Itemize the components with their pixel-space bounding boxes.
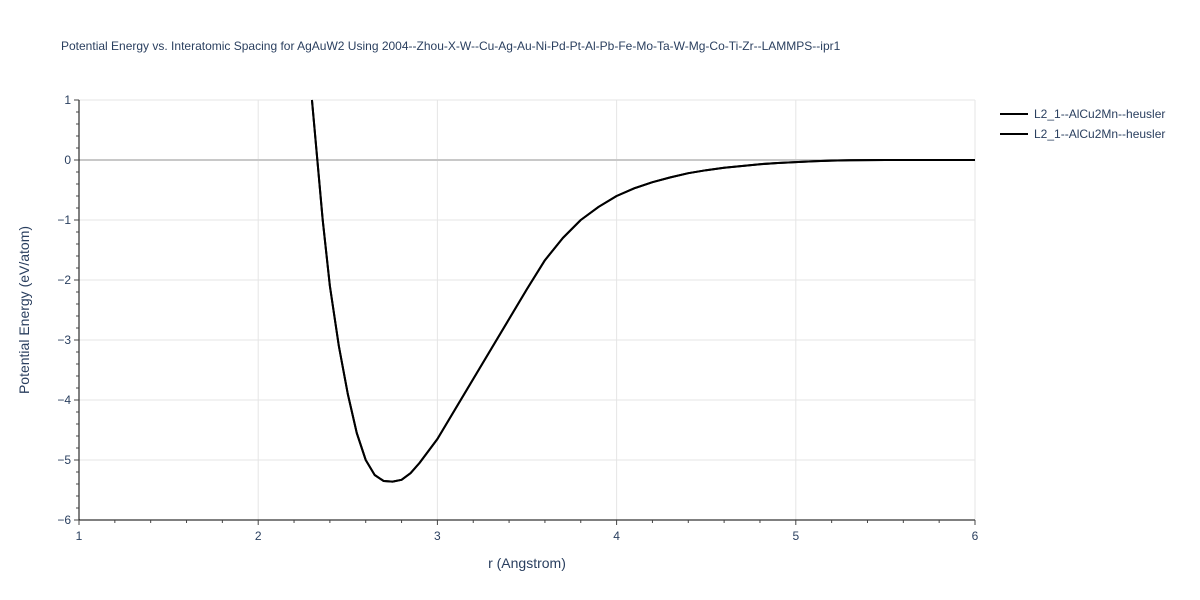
x-axis-title: r (Angstrom) <box>488 555 566 571</box>
y-tick-label: −2 <box>57 273 71 287</box>
y-tick-label: 0 <box>64 153 71 167</box>
plot-area <box>74 99 976 525</box>
x-tick-label: 5 <box>792 529 799 543</box>
y-tick-label: −4 <box>57 393 71 407</box>
y-axis-title: Potential Energy (eV/atom) <box>16 226 32 394</box>
x-tick-label: 6 <box>972 529 979 543</box>
legend-label: L2_1--AlCu2Mn--heusler <box>1034 127 1165 141</box>
legend-item: L2_1--AlCu2Mn--heusler <box>1000 127 1165 141</box>
x-tick-label: 1 <box>76 529 83 543</box>
y-tick-label: −1 <box>57 213 71 227</box>
x-tick-label: 4 <box>613 529 620 543</box>
x-tick-label: 2 <box>255 529 262 543</box>
grid <box>79 99 976 520</box>
series-line <box>310 99 975 483</box>
tick-labels: 1 2 3 4 5 6 1 0 −1 −2 −3 −4 −5 −6 <box>57 93 978 543</box>
y-tick-label: −6 <box>57 513 71 527</box>
legend: L2_1--AlCu2Mn--heusler L2_1--AlCu2Mn--heu… <box>1000 107 1165 141</box>
series-layer <box>310 99 975 483</box>
axes <box>74 99 976 525</box>
x-tick-label: 3 <box>434 529 441 543</box>
legend-label: L2_1--AlCu2Mn--heusler <box>1034 107 1165 121</box>
series-line <box>310 99 975 483</box>
y-tick-label: −5 <box>57 453 71 467</box>
legend-item: L2_1--AlCu2Mn--heusler <box>1000 107 1165 121</box>
y-tick-label: 1 <box>64 93 71 107</box>
chart-title: Potential Energy vs. Interatomic Spacing… <box>61 39 841 53</box>
y-tick-label: −3 <box>57 333 71 347</box>
